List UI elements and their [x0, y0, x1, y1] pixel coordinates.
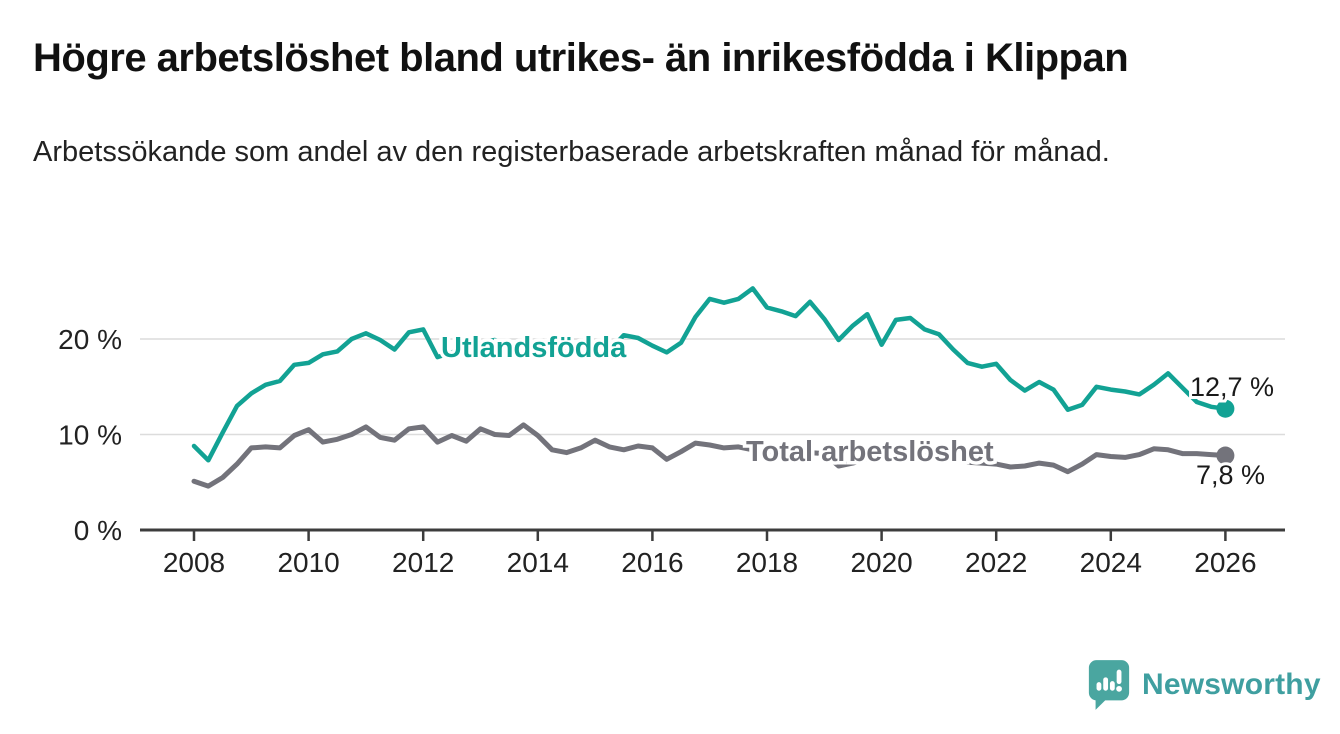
series-label-utlandsfodda: Utlandsfödda: [441, 332, 627, 364]
x-tick-label: 2020: [850, 547, 912, 578]
x-tick-label: 2016: [621, 547, 683, 578]
series-line-utlandsfodda: [191, 286, 1228, 463]
series-label-total: Total arbetslöshet: [746, 436, 994, 468]
x-tick-label: 2018: [736, 547, 798, 578]
newsworthy-logo-icon: [1088, 660, 1130, 710]
page-title: Högre arbetslöshet bland utrikes- än inr…: [33, 36, 1129, 80]
x-tick-label: 2026: [1194, 547, 1256, 578]
x-tick-label: 2008: [163, 547, 225, 578]
end-value-label-utlandsfodda: 12,7 %: [1190, 372, 1274, 402]
y-tick-label: 0 %: [74, 515, 122, 546]
series-end-dot: [1216, 399, 1235, 418]
x-tick-label: 2024: [1080, 547, 1142, 578]
x-tick-label: 2012: [392, 547, 454, 578]
brand-footer: Newsworthy: [1086, 657, 1321, 713]
brand-name: Newsworthy: [1142, 668, 1321, 701]
x-tick-label: 2022: [965, 547, 1027, 578]
end-value-label-total: 7,8 %: [1196, 460, 1265, 490]
series-line-total: [191, 422, 1228, 489]
y-tick-label: 10 %: [58, 420, 122, 451]
x-tick-label: 2014: [507, 547, 569, 578]
x-tick-label: 2010: [277, 547, 339, 578]
y-tick-label: 20 %: [58, 324, 122, 355]
page-subtitle: Arbetssökande som andel av den registerb…: [33, 136, 1110, 168]
series-end-dot: [1216, 446, 1235, 465]
